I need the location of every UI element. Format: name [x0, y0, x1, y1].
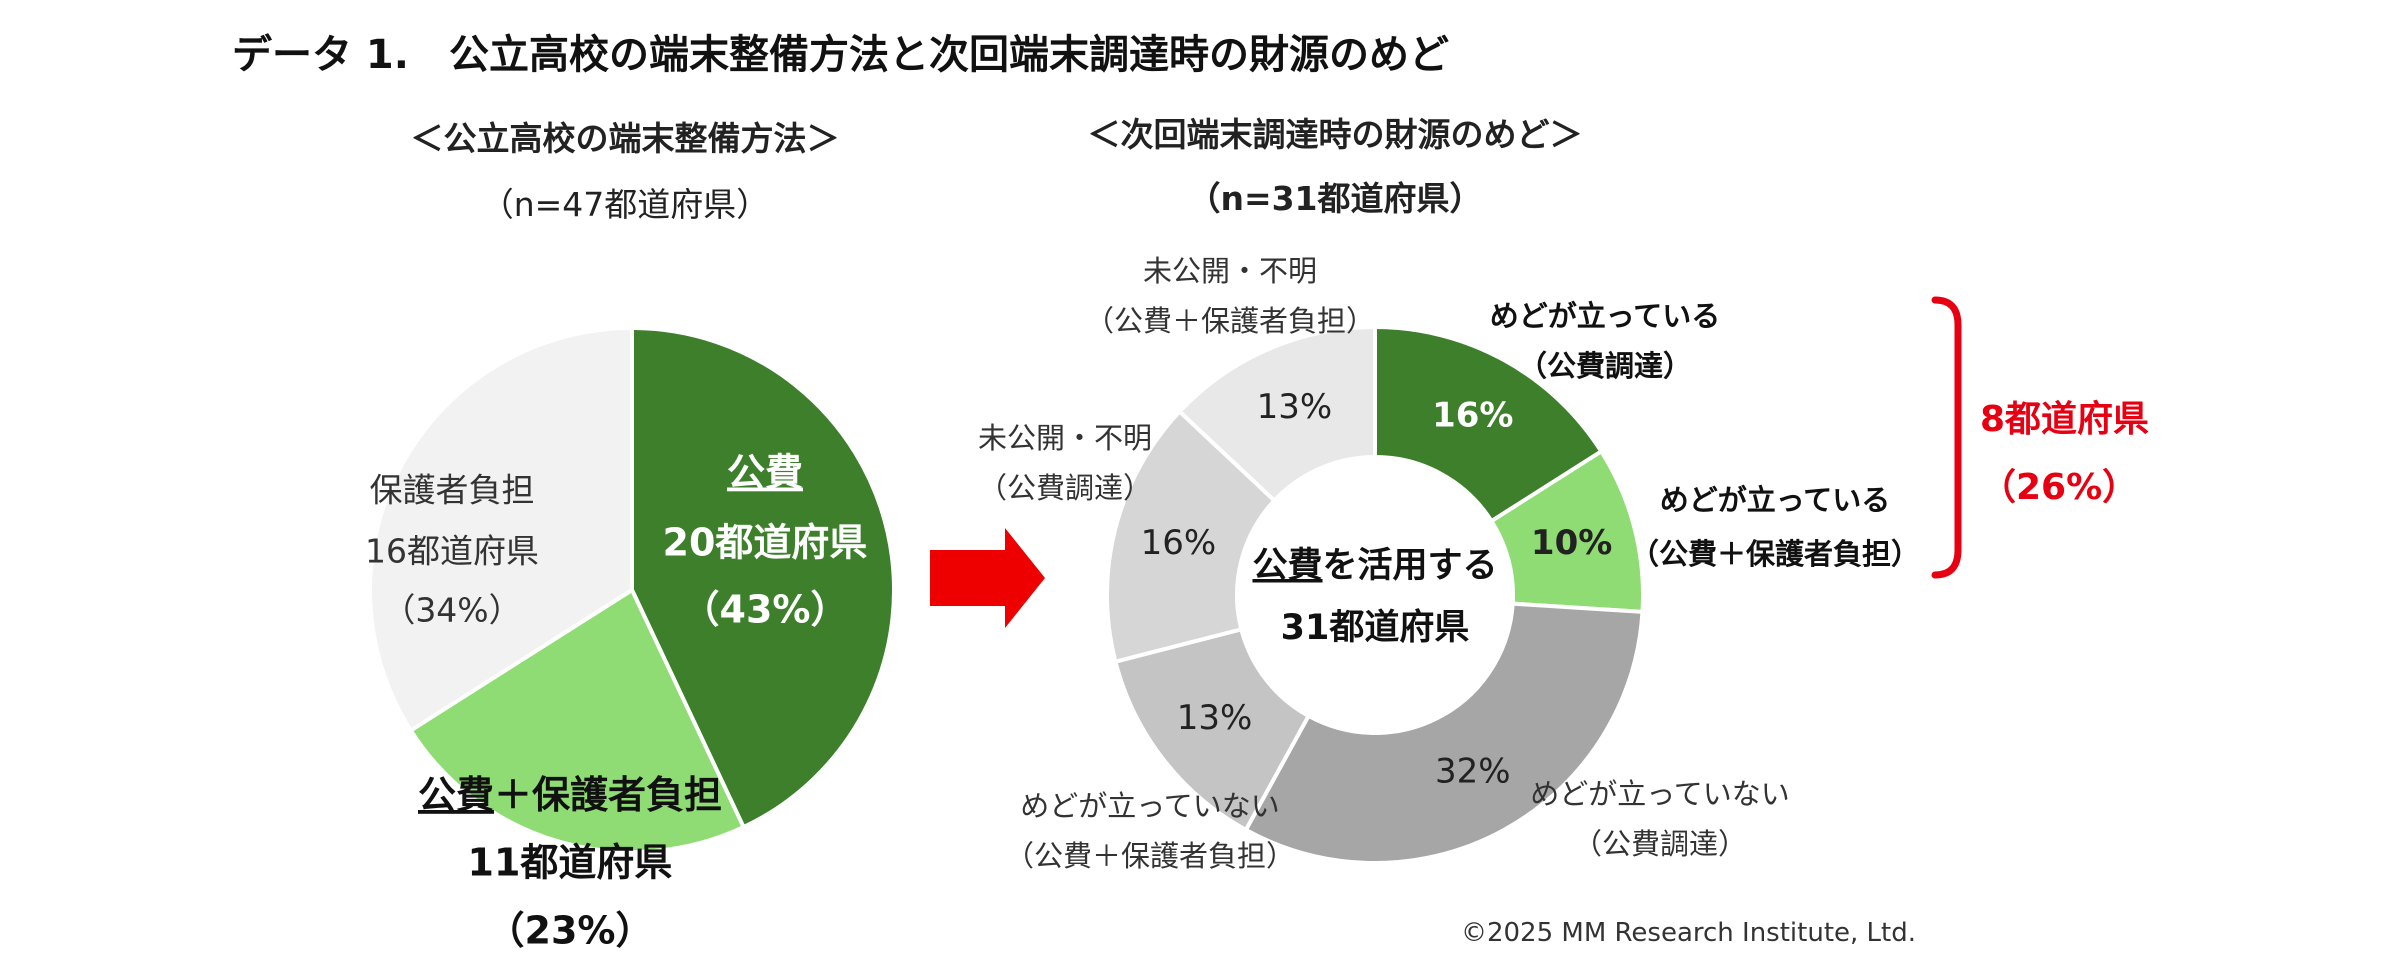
pie-labels: 公費 20都道府県 （43%） 公費＋保護者負担 11都道府県 （23%） 保護者負担 16都…	[365, 451, 867, 953]
donut-category-sublabel: （公費＋保護者負担）	[1085, 304, 1375, 338]
bracket-pct-label: （26%）	[1980, 467, 2139, 508]
pie-slice-0	[630, 325, 896, 830]
pie-label-pct: （43%）	[682, 588, 849, 632]
pie-chart-subtitle: （n=47都道府県）	[480, 185, 770, 224]
pie-chart	[368, 325, 896, 854]
donut-category-label: めどが立っていない	[1530, 777, 1790, 811]
pie-slice-2	[368, 325, 634, 734]
donut-category-sublabel: （公費＋保護者負担）	[1630, 537, 1920, 571]
donut-category-label: 未公開・不明	[978, 421, 1152, 455]
bracket-icon	[1931, 296, 1962, 579]
bracket-count-label: 8都道府県	[1980, 399, 2150, 440]
donut-chart-title: ＜次回端末調達時の財源のめど＞	[1087, 115, 1583, 154]
pie-label-count: 16都道府県	[365, 532, 539, 571]
donut-category-label: 未公開・不明	[1143, 254, 1317, 288]
pie-label-name: 公費	[727, 451, 803, 495]
donut-pct-label: 16%	[1141, 523, 1217, 563]
pie-label-name: 公費＋保護者負担	[418, 773, 722, 817]
pie-chart-title: ＜公立高校の端末整備方法＞	[410, 119, 840, 158]
donut-center-count: 31都道府県	[1281, 607, 1470, 648]
donut-category-sublabel: （公費調達）	[1573, 827, 1747, 861]
donut-pct-label: 13%	[1177, 698, 1253, 738]
donut-labels: 16% めどが立っている （公費調達） 10% めどが立っている （公費＋保護者負担） 32…	[978, 254, 1920, 873]
donut-pct-label: 16%	[1432, 396, 1513, 436]
donut-pct-label: 32%	[1435, 751, 1511, 791]
donut-category-sublabel: （公費調達）	[1518, 349, 1692, 383]
donut-slice-0	[1373, 324, 1605, 524]
pie-label-count: 20都道府県	[663, 521, 868, 565]
main-title: データ 1. 公立高校の端末整備方法と次回端末調達時の財源のめど	[232, 32, 1449, 78]
pie-slice-1	[408, 587, 747, 854]
donut-slice-5	[1176, 324, 1377, 504]
donut-category-label: めどが立っている	[1490, 299, 1721, 333]
donut-pct-label: 13%	[1257, 387, 1333, 427]
donut-category-sublabel: （公費調達）	[978, 471, 1152, 505]
pie-label-pct: （34%）	[382, 591, 521, 630]
donut-slice-3	[1112, 626, 1312, 833]
donut-category-sublabel: （公費＋保護者負担）	[1005, 839, 1295, 873]
donut-slice-2	[1243, 601, 1645, 865]
donut-pct-label: 10%	[1531, 523, 1612, 563]
copyright: ©2025 MM Research Institute, Ltd.	[1460, 918, 1916, 948]
donut-chart	[1105, 324, 1645, 865]
arrow-right-icon	[930, 528, 1045, 628]
donut-category-label: めどが立っている	[1660, 483, 1891, 517]
donut-category-label: めどが立っていない	[1020, 789, 1280, 823]
donut-center-label: 公費を活用する	[1252, 546, 1497, 586]
pie-label-pct: （23%）	[487, 909, 654, 953]
donut-chart-subtitle: （n=31都道府県）	[1187, 179, 1483, 218]
pie-label-count: 11都道府県	[468, 841, 673, 885]
donut-slice-4	[1105, 408, 1278, 665]
pie-label-name: 保護者負担	[370, 471, 535, 510]
